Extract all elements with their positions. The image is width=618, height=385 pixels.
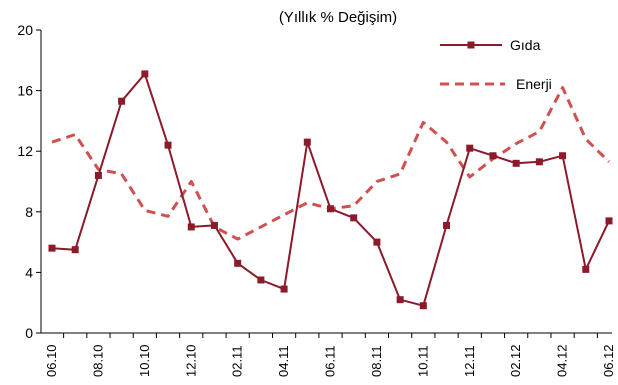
gida-point	[71, 246, 79, 254]
x-tick-label: 06.12	[601, 344, 616, 377]
x-tick-label: 04.11	[276, 345, 291, 377]
gida-point	[396, 296, 404, 304]
x-tick-label: 02.11	[230, 345, 245, 377]
y-tick-label: 12	[17, 143, 33, 159]
gida-point	[582, 265, 590, 273]
x-tick-label: 10.11	[415, 345, 430, 377]
x-axis-ticks: 06.10 08.10 10.10 12.10 02.11 04.11 06.11 08.11…	[44, 333, 616, 377]
legend: Gıda Enerji	[440, 37, 552, 92]
gida-point	[164, 141, 172, 149]
gida-point	[94, 171, 102, 179]
gida-point	[210, 221, 218, 229]
series-layer	[48, 70, 613, 310]
y-tick-label: 4	[25, 264, 33, 280]
gida-point	[327, 205, 334, 213]
gida-point	[187, 223, 195, 231]
gida-point	[118, 97, 126, 105]
gida-point	[303, 138, 311, 146]
series-line-gida	[51, 72, 610, 307]
gida-point	[257, 276, 265, 284]
y-tick-label: 20	[17, 22, 33, 38]
axes	[40, 30, 612, 334]
gida-point	[280, 285, 288, 293]
x-tick-label: 12.10	[183, 344, 198, 377]
legend-marker-gida	[467, 41, 475, 49]
gida-point	[559, 152, 567, 160]
gida-point	[141, 70, 149, 78]
y-tick-label: 16	[17, 83, 33, 99]
legend-label-enerji: Enerji	[516, 76, 552, 92]
gida-point	[350, 214, 358, 222]
x-tick-label: 06.11	[323, 345, 338, 377]
x-tick-label: 02.12	[508, 344, 523, 377]
gida-point	[512, 159, 520, 167]
gida-point	[605, 217, 613, 225]
legend-label-gida: Gıda	[510, 37, 541, 53]
gida-point	[373, 238, 381, 246]
y-tick-label: 0	[25, 325, 33, 341]
gida-point	[48, 244, 56, 252]
chart-title: (Yıllık % Değişim)	[279, 9, 397, 26]
gida-point	[443, 221, 451, 229]
x-tick-label: 08.10	[90, 344, 105, 377]
gida-point	[419, 302, 427, 310]
gida-point	[535, 158, 543, 166]
x-tick-label: 10.10	[137, 344, 152, 377]
x-tick-label: 12.11	[462, 345, 477, 377]
x-tick-label: 08.11	[369, 345, 384, 377]
gida-point	[466, 144, 474, 152]
x-tick-label: 04.12	[555, 344, 570, 377]
gida-point	[489, 152, 497, 160]
x-tick-label: 06.10	[44, 344, 59, 377]
gida-point	[234, 259, 242, 267]
y-axis-ticks: 0 4 8 12 16 20	[17, 22, 41, 341]
y-tick-label: 8	[25, 204, 33, 220]
